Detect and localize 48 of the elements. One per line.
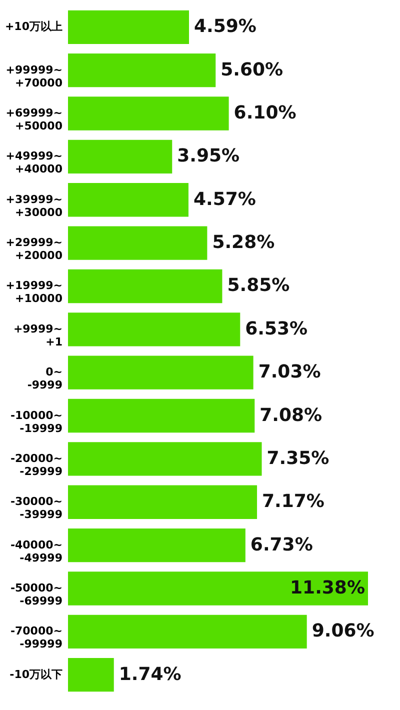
data-label: 5.28%: [212, 232, 275, 254]
bar: [68, 614, 307, 649]
y-tick-label: -10万以下: [10, 668, 62, 681]
data-label: 1.74%: [118, 664, 182, 685]
y-tick-label: +49999~ +40000: [6, 150, 63, 176]
y-tick-label: +39999~ +30000: [6, 192, 63, 219]
bar: [68, 96, 229, 130]
data-label: 5.85%: [227, 275, 290, 296]
y-tick-label: +99999~ +70000: [6, 63, 63, 90]
bar: [68, 269, 222, 304]
bar: [68, 658, 114, 692]
data-label: 4.57%: [193, 188, 256, 210]
data-label: 3.95%: [177, 146, 240, 167]
bar: [68, 10, 189, 44]
y-tick-label: -70000~ -99999: [10, 624, 62, 651]
bar: [68, 53, 216, 88]
bar: [68, 528, 246, 562]
bar: [68, 183, 188, 217]
bar: [68, 312, 240, 346]
data-label: 6.10%: [234, 102, 296, 124]
bar: [68, 485, 258, 519]
y-tick-label: +29999~ +20000: [6, 236, 63, 262]
y-tick-label: -40000~ -49999: [10, 538, 62, 564]
bar: [68, 140, 172, 174]
y-tick-label: -50000~ -69999: [10, 581, 62, 608]
y-tick-label: +10万以上: [4, 20, 62, 34]
data-label: 6.73%: [250, 534, 313, 556]
bar: [68, 398, 255, 433]
y-tick-label: +9999~ +1: [13, 322, 62, 348]
data-label: 7.08%: [260, 404, 322, 426]
y-tick-label: +19999~ +10000: [6, 279, 63, 306]
y-tick-label: +69999~ +50000: [6, 106, 63, 133]
data-label: 6.53%: [245, 318, 308, 340]
data-label: 11.38%: [290, 577, 365, 598]
data-label: 5.60%: [220, 59, 284, 80]
y-tick-label: -30000~ -39999: [10, 495, 62, 522]
y-tick-label: 0~ -9999: [27, 366, 62, 392]
data-label: 7.17%: [262, 491, 324, 512]
data-label: 7.35%: [266, 448, 330, 469]
data-label: 9.06%: [312, 620, 374, 642]
data-label: 4.59%: [194, 16, 256, 38]
bar: [68, 356, 254, 390]
bar: [68, 442, 262, 476]
data-label: 7.03%: [258, 362, 321, 383]
y-tick-label: -10000~ -19999: [10, 408, 62, 435]
y-tick-label: -20000~ -29999: [10, 452, 62, 478]
bar: [68, 572, 368, 606]
bar: [68, 226, 208, 260]
